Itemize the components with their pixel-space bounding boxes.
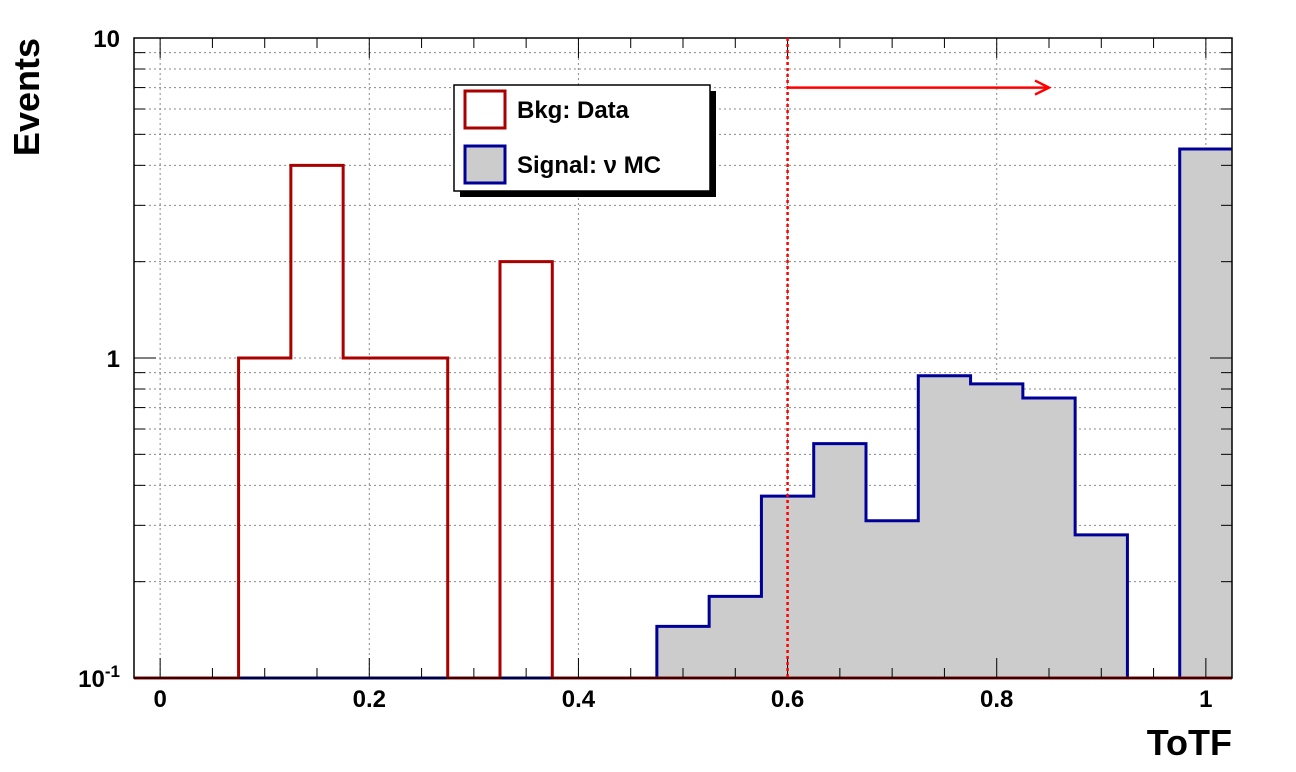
x-tick-label: 0.2: [353, 686, 386, 713]
legend-swatch-signal: [463, 144, 507, 185]
legend-swatch-bkg: [463, 89, 507, 130]
cut-layer: [786, 38, 1052, 678]
y-tick-label: 10: [93, 26, 120, 53]
legend-label-bkg: Bkg: Data: [517, 97, 630, 124]
x-tick-label: 0.6: [771, 686, 804, 713]
x-tick-label: 1: [1199, 686, 1212, 713]
y-tick-label: 10-1: [78, 662, 120, 693]
cut-arrow-head: [1034, 79, 1052, 96]
series-1-fill: [134, 148, 1232, 679]
legend: Bkg: Data Signal: ν MC: [453, 84, 716, 197]
x-tick-label: 0: [153, 686, 166, 713]
x-tick-label: 0.4: [562, 686, 596, 713]
x-tick-label: 0.8: [980, 686, 1013, 713]
tick-layer: 0 0.2 0.4 0.6 0.8 1 10-1 1 10: [78, 26, 1232, 713]
x-axis-title: ToTF: [1147, 722, 1232, 763]
y-tick-label: 1: [107, 346, 120, 373]
legend-label-signal: Signal: ν MC: [517, 152, 661, 179]
y-axis-title: Events: [6, 38, 47, 156]
